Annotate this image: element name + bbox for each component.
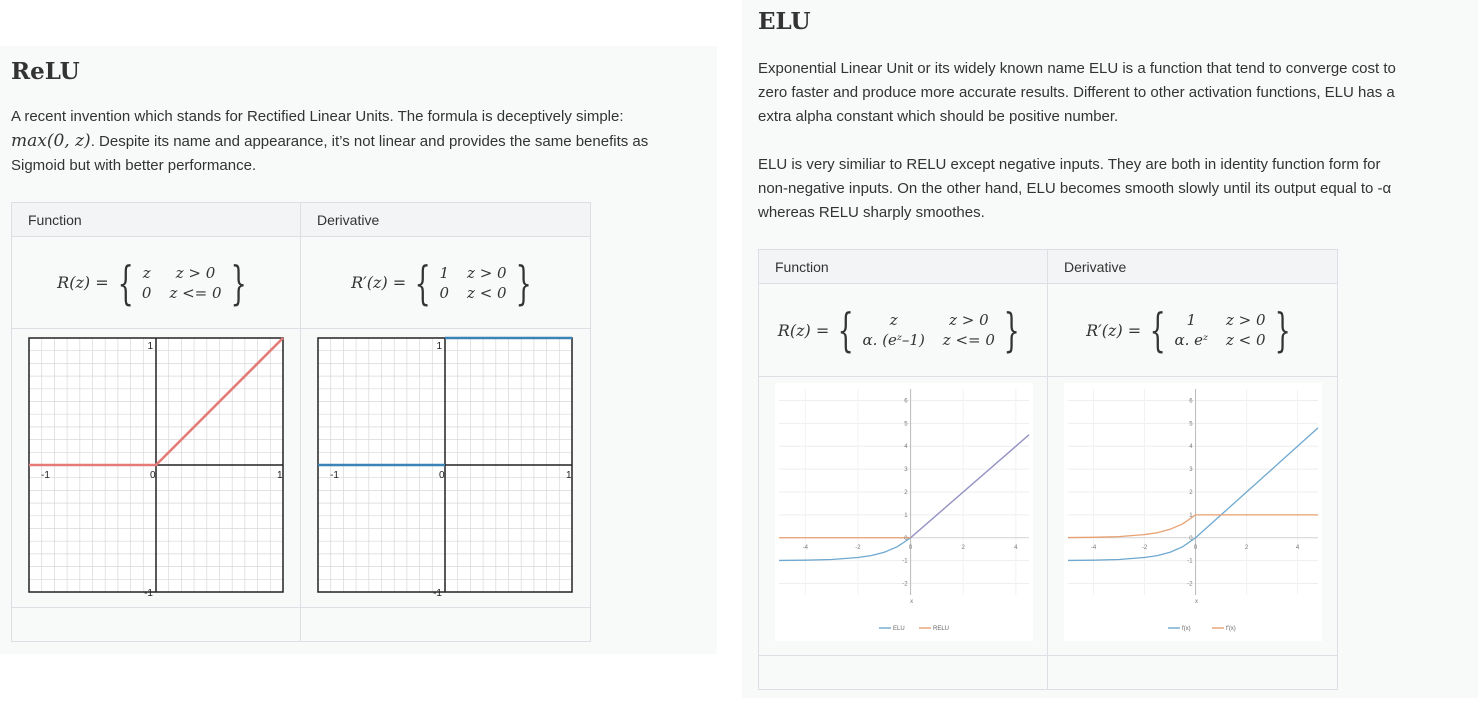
- elu-function-legend-label: RELU: [933, 626, 949, 632]
- elu-derivative-y-tick-label: -2: [1187, 582, 1193, 588]
- elu-function-formula: R(z) = { z z > 0 α. (eᶻ–1) z <= 0 }: [758, 283, 1048, 377]
- relu-function-series-line: [29, 337, 284, 467]
- relu-derivative-y-tick-label: -1: [433, 588, 442, 599]
- elu-derivative-y-tick-label: 2: [1189, 490, 1193, 496]
- elu-function-plot-area: [775, 383, 1033, 641]
- elu-derivative-x-tick-label: -2: [1142, 545, 1148, 551]
- relu-intro: A recent invention which stands for Rect…: [11, 108, 649, 174]
- relu-function-chart: -1 0 1 1 -1: [28, 337, 284, 599]
- elu-derivative-y-tick-label: -1: [1187, 559, 1193, 565]
- elu-empty-cell: [758, 655, 1048, 690]
- relu-empty-cell: [300, 607, 591, 642]
- relu-table: Function Derivative R(z) = { z z > 0 0 z…: [11, 202, 591, 642]
- elu-derivative-y-tick-label: 6: [1189, 398, 1193, 404]
- relu-col-derivative-header: Derivative: [300, 202, 591, 237]
- elu-function-legend-label: ELU: [893, 626, 905, 632]
- elu-function-series-line: [778, 434, 1030, 562]
- elu-derivative-legend-label: f'(x): [1226, 626, 1236, 632]
- elu-derivative-plot-area: [1064, 383, 1322, 641]
- elu-table: Function Derivative R(z) = { z z > 0 α. …: [758, 249, 1338, 690]
- elu-derivative-formula: R′(z) = { 1 z > 0 α. eᶻ z < 0 }: [1047, 283, 1338, 377]
- relu-function-x-tick-label: 0: [150, 470, 156, 481]
- elu-derivative-legend-label: f(x): [1182, 626, 1191, 632]
- elu-section: ELU Exponential Linear Unit or its widel…: [742, 0, 1478, 698]
- relu-derivative-chart: -1 0 1 1 -1: [317, 336, 573, 599]
- relu-derivative-y-tick-label: 1: [436, 341, 442, 352]
- elu-function-series-line: [910, 434, 1030, 539]
- elu-function-y-tick-label: -1: [902, 559, 908, 565]
- elu-function-y-tick-label: 4: [904, 444, 908, 450]
- relu-col-function-header: Function: [11, 202, 301, 237]
- relu-function-y-tick-label: -1: [144, 588, 153, 599]
- elu-function-y-tick-label: 2: [904, 490, 908, 496]
- relu-derivative-x-tick-label: 1: [566, 470, 572, 481]
- elu-derivative-x-axis-label: x: [1195, 599, 1198, 605]
- elu-derivative-y-tick-label: 0: [1189, 536, 1193, 542]
- relu-function-x-tick-label: 1: [277, 470, 283, 481]
- relu-title: ReLU: [11, 58, 80, 85]
- elu-col-function-header: Function: [758, 249, 1048, 284]
- elu-paragraph-1: Exponential Linear Unit or its widely kn…: [758, 60, 1396, 125]
- elu-function-y-tick-label: 6: [904, 398, 908, 404]
- elu-derivative-x-tick-label: -4: [1091, 545, 1097, 551]
- elu-function-y-tick-label: 3: [904, 467, 908, 473]
- elu-derivative-series-line: [1067, 514, 1318, 539]
- elu-function-y-tick-label: 5: [904, 421, 908, 427]
- relu-derivative-x-tick-label: 0: [439, 470, 445, 481]
- relu-function-formula: R(z) = { z z > 0 0 z <= 0 }: [11, 236, 301, 329]
- relu-derivative-chart-cell: -1 0 1 1 -1: [300, 328, 591, 608]
- elu-col-derivative-header: Derivative: [1047, 249, 1338, 284]
- elu-function-chart: -4 -2 0 2 4 6 5 4 3 2 1 0 -1 -2 x ELU RELU: [775, 383, 1033, 641]
- elu-paragraph-2: ELU is very similiar to RELU except nega…: [758, 156, 1392, 221]
- relu-function-y-tick-label: 1: [147, 341, 153, 352]
- elu-function-y-tick-label: 0: [904, 536, 908, 542]
- elu-derivative-y-tick-label: 4: [1189, 444, 1193, 450]
- elu-function-x-axis-label: x: [910, 599, 913, 605]
- elu-function-y-tick-label: -2: [902, 582, 908, 588]
- relu-function-x-tick-label: -1: [41, 470, 50, 481]
- elu-derivative-x-tick-label: 0: [1194, 545, 1198, 551]
- elu-function-chart-cell: -4 -2 0 2 4 6 5 4 3 2 1 0 -1 -2 x ELU RELU: [758, 376, 1048, 656]
- elu-title: ELU: [758, 8, 811, 35]
- relu-empty-cell: [11, 607, 301, 642]
- elu-derivative-chart: -4 -2 0 2 4 6 5 4 3 2 1 0 -1 -2 x f(x) f'(x): [1064, 383, 1322, 641]
- elu-function-x-tick-label: 4: [1014, 545, 1018, 551]
- elu-function-y-tick-label: 1: [904, 513, 908, 519]
- relu-function-chart-cell: -1 0 1 1 -1: [11, 328, 301, 608]
- elu-derivative-chart-cell: -4 -2 0 2 4 6 5 4 3 2 1 0 -1 -2 x f(x) f'(x): [1047, 376, 1338, 656]
- elu-derivative-y-tick-label: 1: [1189, 513, 1193, 519]
- relu-section: ReLU A recent invention which stands for…: [0, 46, 717, 654]
- relu-derivative-formula: R′(z) = { 1 z > 0 0 z < 0 }: [300, 236, 591, 329]
- elu-function-x-tick-label: -2: [855, 545, 861, 551]
- elu-derivative-x-tick-label: 4: [1296, 545, 1300, 551]
- elu-derivative-series-line: [1067, 427, 1319, 562]
- elu-derivative-y-tick-label: 5: [1189, 421, 1193, 427]
- elu-derivative-y-tick-label: 3: [1189, 467, 1193, 473]
- elu-derivative-x-tick-label: 2: [1245, 545, 1249, 551]
- relu-derivative-x-tick-label: -1: [330, 470, 339, 481]
- elu-function-x-tick-label: 0: [909, 545, 913, 551]
- relu-inline-formula: max(0, z): [11, 131, 91, 151]
- elu-function-x-tick-label: 2: [962, 545, 966, 551]
- elu-function-x-tick-label: -4: [803, 545, 809, 551]
- elu-empty-cell: [1047, 655, 1338, 690]
